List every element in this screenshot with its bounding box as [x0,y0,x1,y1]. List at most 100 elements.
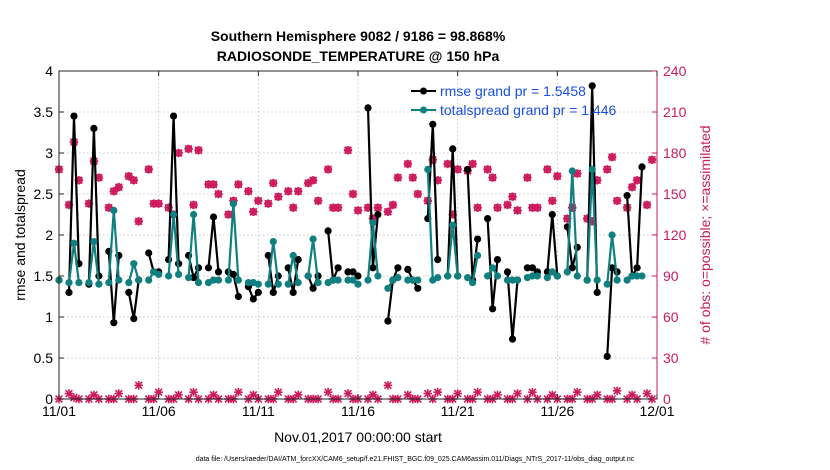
rmse-point [568,264,576,272]
obs-assimilated-marker [543,165,552,174]
totalspread-point [145,276,153,284]
rmse-point [603,352,611,360]
totalspread-point [130,260,138,268]
rmse-point [523,264,532,272]
totalspread-point [334,276,342,284]
rmse-point [374,210,382,219]
y-left-tick-label: 1.5 [34,268,54,284]
totalspread-point [588,165,596,173]
rmse-point [548,210,556,219]
rmse-point [364,104,372,112]
totalspread-point [444,272,452,280]
totalspread-point [628,272,636,280]
y-left-tick-label: 3.5 [34,104,54,120]
obs-assimilated-marker [283,187,293,196]
totalspread-point [214,276,223,284]
totalspread-point [284,280,292,288]
obs-assimilated-marker [453,165,462,174]
totalspread-point [234,276,242,284]
rmse-point [493,256,502,264]
chart-title: Southern Hemisphere 9082 / 9186 = 98.868… [211,28,506,44]
totalspread-point [464,274,472,282]
rmse-point [229,270,237,278]
rmse-point [434,256,442,264]
obs-assimilated-marker [413,189,423,199]
totalspread-point [65,279,73,287]
totalspread-point [294,279,302,287]
rmse-point [484,215,492,223]
obs-assimilated-marker [553,171,562,181]
totalspread-point [493,272,502,280]
obs-bottom-marker [513,389,522,398]
y-axis-label-right: # of obs: o=possible; ×=assimilated [697,125,713,344]
obs-bottom-marker [383,381,393,390]
rmse-point [170,112,178,120]
obs-assimilated-marker [408,173,418,182]
rmse-point [90,124,98,132]
totalspread-point [155,270,163,278]
obs-assimilated-marker [443,159,452,169]
obs-bottom-marker [627,390,637,400]
rmse-point [125,288,133,296]
totalspread-point [229,200,237,208]
rmse-point [608,264,616,272]
obs-assimilated-marker [647,155,657,165]
rmse-point [70,112,78,120]
right-axis: 0 30 60 90 120 150 180 210 240 [652,63,687,407]
totalspread-point [489,264,497,272]
totalspread-point [563,268,571,276]
totalspread-point [409,276,417,284]
totalspread-point [474,251,482,260]
rmse-point [65,288,73,296]
rmse-point [429,120,437,128]
obs-assimilated-marker [134,217,143,226]
obs-assimilated-marker [214,189,223,199]
totalspread-point [623,276,631,284]
obs-assimilated-marker [343,146,353,155]
obs-assimilated-marker [513,206,522,215]
obs-assimilated-marker [548,196,557,206]
obs-assimilated-marker [353,206,363,215]
totalspread-point [224,276,232,284]
totalspread-point [608,231,616,239]
rmse-point [289,288,297,296]
obs-assimilated-marker [533,203,542,212]
totalspread-point [105,279,113,287]
obs-assimilated-marker [607,152,617,162]
obs-assimilated-marker [612,196,622,206]
rmse-point [269,288,277,296]
totalspread-point [194,279,203,287]
obs-bottom-marker [189,387,198,397]
obs-bottom-marker [293,390,303,400]
obs-assimilated-marker [602,165,612,174]
rmse-point [344,268,352,276]
y-right-tick-label: 150 [663,186,687,202]
rmse-point [234,292,242,301]
totalspread-point [175,270,183,278]
rmse-point [204,264,213,272]
totalspread-point [329,276,337,284]
obs-bottom-marker [323,387,333,397]
obs-assimilated-marker [234,180,243,189]
obs-assimilated-marker [642,200,652,210]
rmse-point [249,295,257,303]
obs-assimilated-marker [388,200,398,210]
obs-assimilated-marker [144,165,153,174]
rmse-point [394,264,402,272]
totalspread-point [394,274,402,282]
rmse-point [110,319,118,327]
totalspread-point [314,279,322,287]
obs-bottom-marker [174,390,183,400]
rmse-point [464,165,472,173]
y-left-tick-label: 0.5 [34,350,54,366]
obs-bottom-marker [134,381,143,390]
totalspread-point [613,276,621,284]
totalspread-point [274,280,282,288]
legend-spread-marker [420,106,427,114]
totalspread-point [90,238,98,246]
obs-assimilated-marker [403,159,413,169]
rmse-point [633,264,641,272]
obs-bottom-marker [592,390,602,400]
obs-assimilated-marker [269,178,278,188]
y-axis-label-left: rmse and totalspread [12,169,28,301]
